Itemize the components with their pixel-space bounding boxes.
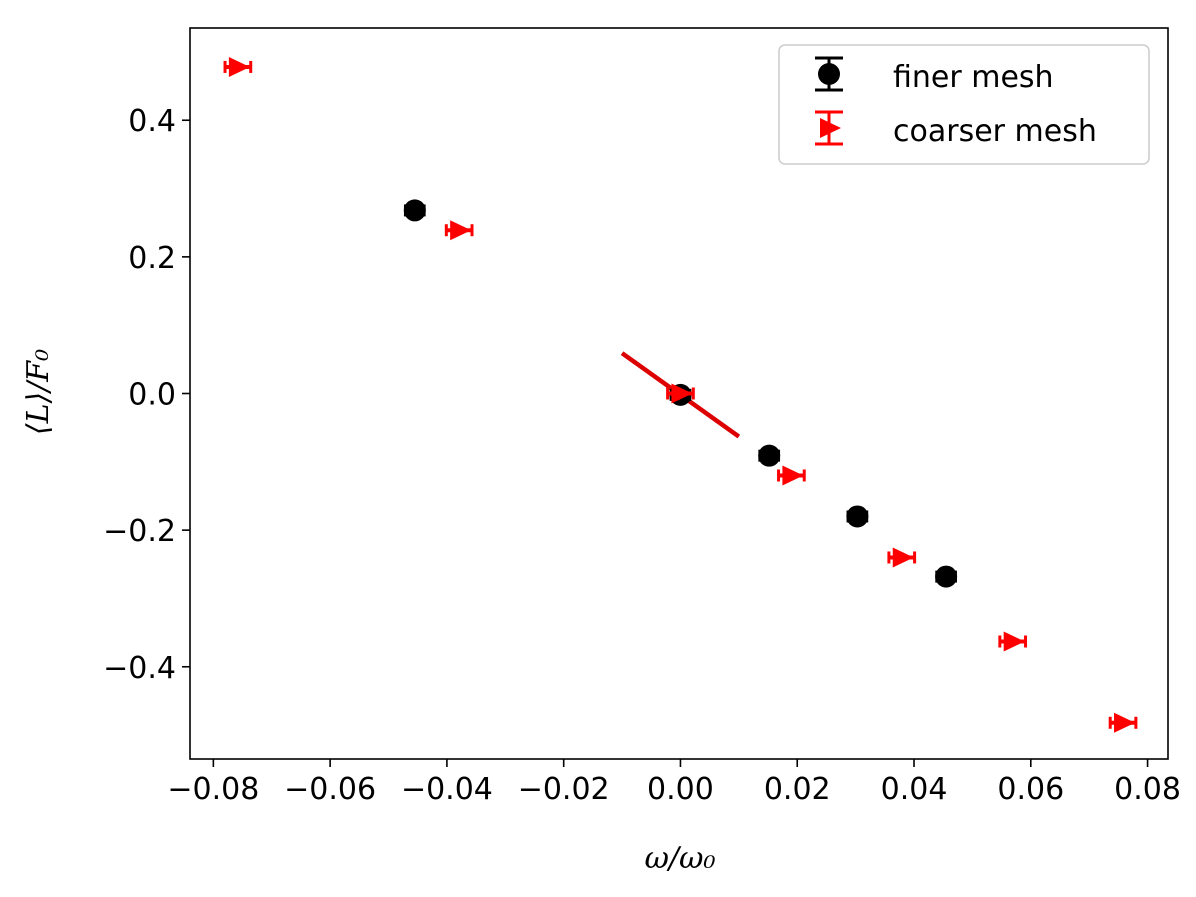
y-tick-label: 0.2: [128, 241, 176, 276]
x-tick-label: −0.06: [284, 772, 376, 807]
legend-marker-finer-mesh: [815, 56, 843, 92]
x-axis-label: ω/ω₀: [644, 841, 715, 876]
data-point: [892, 547, 914, 568]
legend-box: [778, 44, 1150, 165]
x-tick-label: 0.00: [647, 772, 714, 807]
x-tick-label: 0.04: [881, 772, 948, 807]
x-axis-ticks: −0.08 −0.06 −0.04 −0.02 0.00 0.02 0.04 0.06 0.08: [167, 759, 1181, 807]
x-tick-label: −0.02: [518, 772, 610, 807]
x-tick-label: 0.08: [1114, 772, 1181, 807]
data-point: [1003, 631, 1025, 652]
data-point: [935, 565, 958, 588]
data-point: [782, 465, 804, 486]
legend-marker-coarser-mesh: [815, 110, 843, 146]
legend-symbol: [818, 63, 840, 85]
y-axis-ticks: −0.4 −0.2 0.0 0.2 0.4: [103, 104, 190, 686]
data-point: [403, 199, 426, 222]
x-tick-label: 0.02: [764, 772, 831, 807]
legend-label-finer-mesh: finer mesh: [893, 60, 1054, 95]
x-tick-label: 0.06: [997, 772, 1064, 807]
x-tick-label: −0.08: [167, 772, 259, 807]
series-1: [223, 56, 1138, 733]
legend-label-coarser-mesh: coarser mesh: [893, 114, 1097, 149]
data-point: [671, 383, 693, 404]
y-tick-label: 0.4: [128, 104, 176, 139]
y-axis-label: ⟨L⟩/F₀: [21, 349, 56, 435]
data-point: [228, 56, 250, 77]
data-point: [1114, 712, 1136, 733]
y-tick-label: 0.0: [128, 378, 176, 413]
data-point: [846, 505, 869, 528]
data-point: [758, 444, 781, 467]
data-points: [223, 56, 1138, 733]
y-tick-label: −0.4: [103, 651, 176, 686]
y-tick-label: −0.2: [103, 514, 176, 549]
legend: finer mesh coarser mesh: [778, 44, 1150, 165]
data-point: [450, 220, 472, 241]
x-tick-label: −0.04: [401, 772, 493, 807]
legend-symbol: [820, 118, 841, 138]
